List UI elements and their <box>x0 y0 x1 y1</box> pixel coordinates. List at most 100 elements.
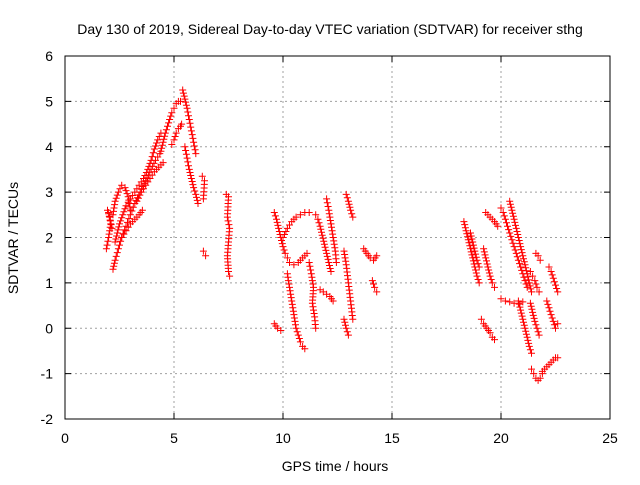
y-tick-label: -1 <box>41 366 54 382</box>
series-trace-22 <box>342 190 357 221</box>
data-point-markers <box>157 97 184 155</box>
series-trace-24 <box>340 315 352 339</box>
data-point-markers <box>323 195 340 266</box>
series-trace-8 <box>168 120 186 148</box>
series-trace-5 <box>118 206 146 241</box>
series-trace-39 <box>528 365 546 384</box>
data-point-markers <box>538 354 562 375</box>
series-trace-21 <box>323 195 340 266</box>
x-tick-label: 5 <box>170 430 178 446</box>
y-tick-label: 0 <box>45 320 53 336</box>
data-point-markers <box>198 172 208 203</box>
series-trace-4 <box>109 181 134 219</box>
series-trace-17 <box>283 270 309 353</box>
data-point-markers <box>480 245 498 291</box>
y-axis-label: SDTVAR / TECUs <box>5 182 21 294</box>
data-point-markers <box>526 299 543 339</box>
data-point-markers <box>316 286 337 305</box>
data-point-markers <box>168 120 186 148</box>
series-trace-42 <box>545 263 562 296</box>
series-trace-7 <box>157 97 184 155</box>
y-tick-label: 6 <box>45 48 53 64</box>
data-point-markers <box>179 86 200 158</box>
data-points <box>102 86 562 384</box>
y-tick-label: 2 <box>45 230 53 246</box>
data-point-markers <box>305 259 320 332</box>
series-trace-6 <box>133 159 167 205</box>
data-point-markers <box>133 159 167 205</box>
data-point-markers <box>109 150 164 273</box>
data-point-markers <box>532 249 544 264</box>
data-point-markers <box>270 320 285 334</box>
x-tick-label: 25 <box>602 430 618 446</box>
data-point-markers <box>506 197 535 296</box>
data-point-markers <box>477 315 498 344</box>
series-trace-36 <box>526 299 543 339</box>
x-tick-label: 0 <box>61 430 69 446</box>
data-point-markers <box>368 277 381 296</box>
series-trace-14 <box>270 209 311 269</box>
data-point-markers <box>360 245 381 264</box>
data-point-markers <box>181 143 202 207</box>
data-point-markers <box>111 129 165 246</box>
data-point-markers <box>467 229 483 271</box>
series-trace-16 <box>279 209 313 241</box>
series-trace-15 <box>270 320 285 334</box>
series-trace-2 <box>109 150 164 273</box>
data-point-markers <box>102 206 116 253</box>
y-tick-label: -2 <box>41 411 54 427</box>
data-point-markers <box>222 190 234 280</box>
x-axis-label: GPS time / hours <box>282 458 389 474</box>
data-point-markers <box>497 204 531 291</box>
series-trace-28 <box>467 229 483 271</box>
series-trace-32 <box>497 204 531 291</box>
data-point-markers <box>543 297 562 332</box>
data-point-markers <box>283 270 309 353</box>
y-tick-label: 5 <box>45 93 53 109</box>
y-tick-label: 3 <box>45 184 53 200</box>
series-trace-13 <box>222 190 234 280</box>
data-point-markers <box>482 209 502 230</box>
grid-lines <box>65 56 610 419</box>
series-trace-23 <box>340 247 357 323</box>
series-trace-29 <box>477 315 498 344</box>
data-point-markers <box>109 181 134 219</box>
data-point-markers <box>312 211 335 275</box>
series-trace-34 <box>497 295 527 307</box>
data-point-markers <box>118 206 146 241</box>
data-point-markers <box>528 365 546 384</box>
data-point-markers <box>460 218 483 287</box>
series-trace-1 <box>102 206 116 253</box>
data-point-markers <box>526 268 543 296</box>
series-trace-31 <box>482 209 502 230</box>
data-point-markers <box>340 247 357 323</box>
series-trace-30 <box>480 245 498 291</box>
series-trace-25 <box>360 245 381 264</box>
series-trace-33 <box>506 197 535 296</box>
y-tick-label: 1 <box>45 275 53 291</box>
series-trace-20 <box>316 286 337 305</box>
series-trace-11 <box>198 172 208 203</box>
series-trace-41 <box>543 297 562 332</box>
chart-title: Day 130 of 2019, Sidereal Day-to-day VTE… <box>77 21 583 37</box>
x-tick-label: 10 <box>275 430 291 446</box>
series-trace-38 <box>532 249 544 264</box>
series-trace-19 <box>312 211 335 275</box>
series-trace-27 <box>460 218 483 287</box>
data-point-markers <box>270 209 311 269</box>
axis-ticks: 0 5 10 15 20 25 -2 -1 0 1 2 3 4 5 6 <box>41 48 618 446</box>
data-point-markers <box>279 209 313 241</box>
series-trace-3 <box>111 129 165 246</box>
series-trace-40 <box>538 354 562 375</box>
series-trace-12 <box>199 247 210 260</box>
series-trace-35 <box>514 297 535 357</box>
data-point-markers <box>342 190 357 221</box>
data-point-markers <box>340 315 352 339</box>
y-tick-label: 4 <box>45 139 53 155</box>
series-trace-18 <box>305 259 320 332</box>
series-trace-10 <box>181 143 202 207</box>
series-trace-26 <box>368 277 381 296</box>
data-point-markers <box>497 295 527 307</box>
